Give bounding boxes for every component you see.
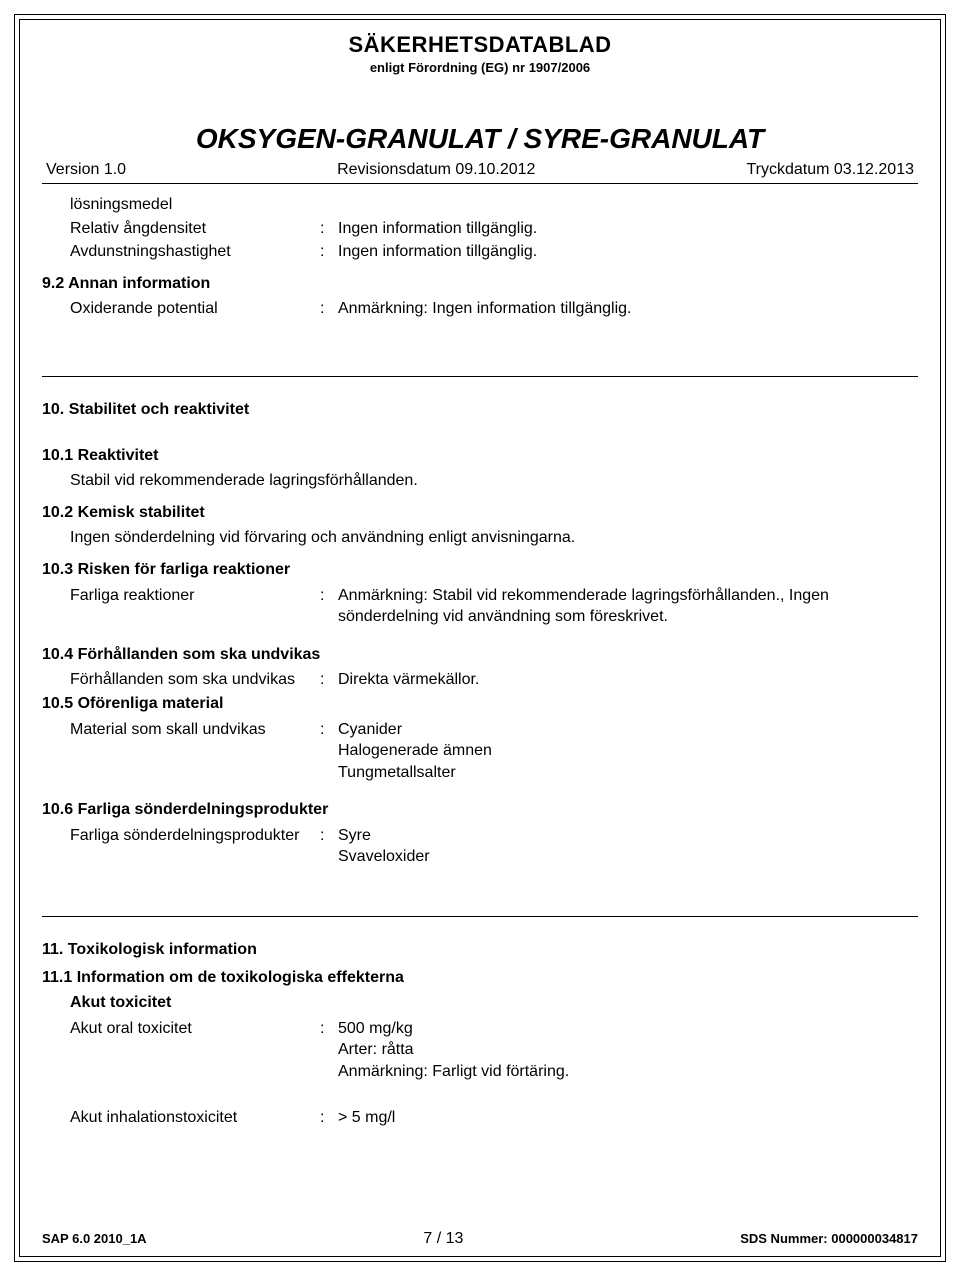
document-title: SÄKERHETSDATABLAD bbox=[42, 32, 918, 58]
version-text: Version 1.0 bbox=[46, 161, 126, 179]
section-10-1-heading: 10.1 Reaktivitet bbox=[42, 445, 918, 467]
section-10-top-rule bbox=[42, 376, 918, 377]
inhalation-toxicity-value: > 5 mg/l bbox=[338, 1107, 918, 1129]
section-10-3-heading: 10.3 Risken för farliga reaktioner bbox=[42, 559, 918, 581]
oral-toxicity-v3: Anmärkning: Farligt vid förtäring. bbox=[338, 1061, 918, 1083]
header-rule bbox=[42, 183, 918, 184]
section-9-2-body: Oxiderande potential : Anmärkning: Ingen… bbox=[42, 298, 918, 320]
materials-avoid-v3: Tungmetallsalter bbox=[338, 762, 918, 784]
oral-toxicity-v1: 500 mg/kg bbox=[338, 1018, 918, 1040]
solvent-label: lösningsmedel bbox=[70, 194, 918, 216]
colon: : bbox=[320, 218, 338, 240]
decomp-products-row: Farliga sönderdelningsprodukter : Syre S… bbox=[70, 825, 918, 868]
oral-toxicity-label: Akut oral toxicitet bbox=[70, 1018, 320, 1040]
rel-density-label: Relativ ångdensitet bbox=[70, 218, 320, 240]
conditions-avoid-row: Förhållanden som ska undvikas : Direkta … bbox=[70, 669, 918, 691]
section-10-4-heading: 10.4 Förhållanden som ska undvikas bbox=[42, 644, 918, 666]
section-9-continued: lösningsmedel Relativ ångdensitet : Inge… bbox=[42, 194, 918, 263]
oral-toxicity-values: 500 mg/kg Arter: råtta Anmärkning: Farli… bbox=[338, 1018, 918, 1083]
materials-avoid-v2: Halogenerade ämnen bbox=[338, 740, 918, 762]
section-10-5-heading: 10.5 Oförenliga material bbox=[42, 693, 918, 715]
oxid-potential-row: Oxiderande potential : Anmärkning: Ingen… bbox=[70, 298, 918, 320]
materials-avoid-row: Material som skall undvikas : Cyanider H… bbox=[70, 719, 918, 784]
section-10-heading: 10. Stabilitet och reaktivitet bbox=[42, 399, 918, 421]
decomp-products-v2: Svaveloxider bbox=[338, 846, 918, 868]
product-title: OKSYGEN-GRANULAT / SYRE-GRANULAT bbox=[42, 123, 918, 155]
colon: : bbox=[320, 241, 338, 263]
page-footer: SAP 6.0 2010_1A 7 / 13 SDS Nummer: 00000… bbox=[42, 1230, 918, 1248]
section-10-2-heading: 10.2 Kemisk stabilitet bbox=[42, 502, 918, 524]
section-10-2-body: Ingen sönderdelning vid förvaring och an… bbox=[42, 527, 918, 549]
dangerous-reactions-label: Farliga reaktioner bbox=[70, 585, 320, 607]
section-10-1-body: Stabil vid rekommenderade lagringsförhål… bbox=[42, 470, 918, 492]
colon: : bbox=[320, 585, 338, 607]
footer-right: SDS Nummer: 000000034817 bbox=[740, 1231, 918, 1246]
colon: : bbox=[320, 1107, 338, 1129]
materials-avoid-v1: Cyanider bbox=[338, 719, 918, 741]
document-header: SÄKERHETSDATABLAD enligt Förordning (EG)… bbox=[42, 32, 918, 155]
section-10-6-heading: 10.6 Farliga sönderdelningsprodukter bbox=[42, 799, 918, 821]
metadata-row: Version 1.0 Revisionsdatum 09.10.2012 Tr… bbox=[42, 161, 918, 179]
materials-avoid-values: Cyanider Halogenerade ämnen Tungmetallsa… bbox=[338, 719, 918, 784]
evap-rate-label: Avdunstningshastighet bbox=[70, 241, 320, 263]
footer-page-number: 7 / 13 bbox=[423, 1230, 463, 1248]
colon: : bbox=[320, 298, 338, 320]
rel-density-row: Relativ ångdensitet : Ingen information … bbox=[70, 218, 918, 240]
revision-date-text: Revisionsdatum 09.10.2012 bbox=[337, 161, 535, 179]
section-9-2-heading: 9.2 Annan information bbox=[42, 273, 918, 295]
colon: : bbox=[320, 825, 338, 847]
conditions-avoid-value: Direkta värmekällor. bbox=[338, 669, 918, 691]
colon: : bbox=[320, 1018, 338, 1040]
section-11-1-heading: 11.1 Information om de toxikologiska eff… bbox=[42, 967, 918, 989]
section-11-top-rule bbox=[42, 916, 918, 917]
footer-left: SAP 6.0 2010_1A bbox=[42, 1231, 147, 1246]
section-10-3-body: Farliga reaktioner : Anmärkning: Stabil … bbox=[42, 585, 918, 628]
inner-frame: SÄKERHETSDATABLAD enligt Förordning (EG)… bbox=[19, 19, 941, 1257]
decomp-products-label: Farliga sönderdelningsprodukter bbox=[70, 825, 320, 847]
decomp-products-v1: Syre bbox=[338, 825, 918, 847]
oxid-potential-label: Oxiderande potential bbox=[70, 298, 320, 320]
inhalation-toxicity-label: Akut inhalationstoxicitet bbox=[70, 1107, 320, 1129]
evap-rate-value: Ingen information tillgänglig. bbox=[338, 241, 918, 263]
rel-density-value: Ingen information tillgänglig. bbox=[338, 218, 918, 240]
acute-toxicity-block: Akut toxicitet Akut oral toxicitet : 500… bbox=[42, 992, 918, 1128]
print-date-text: Tryckdatum 03.12.2013 bbox=[746, 161, 914, 179]
dangerous-reactions-row: Farliga reaktioner : Anmärkning: Stabil … bbox=[70, 585, 918, 628]
section-10-4-body: Förhållanden som ska undvikas : Direkta … bbox=[42, 669, 918, 691]
oxid-potential-value: Anmärkning: Ingen information tillgängli… bbox=[338, 298, 918, 320]
colon: : bbox=[320, 719, 338, 741]
dangerous-reactions-value: Anmärkning: Stabil vid rekommenderade la… bbox=[338, 585, 918, 628]
outer-frame: SÄKERHETSDATABLAD enligt Förordning (EG)… bbox=[14, 14, 946, 1262]
conditions-avoid-label: Förhållanden som ska undvikas bbox=[70, 669, 320, 691]
content-body: lösningsmedel Relativ ångdensitet : Inge… bbox=[42, 194, 918, 1128]
colon: : bbox=[320, 669, 338, 691]
inhalation-toxicity-row: Akut inhalationstoxicitet : > 5 mg/l bbox=[70, 1107, 918, 1129]
acute-toxicity-heading: Akut toxicitet bbox=[70, 992, 918, 1014]
section-11-heading: 11. Toxikologisk information bbox=[42, 939, 918, 961]
oral-toxicity-v2: Arter: råtta bbox=[338, 1039, 918, 1061]
materials-avoid-label: Material som skall undvikas bbox=[70, 719, 320, 741]
section-10-6-body: Farliga sönderdelningsprodukter : Syre S… bbox=[42, 825, 918, 868]
oral-toxicity-row: Akut oral toxicitet : 500 mg/kg Arter: r… bbox=[70, 1018, 918, 1083]
document-subtitle: enligt Förordning (EG) nr 1907/2006 bbox=[42, 60, 918, 75]
section-10-5-body: Material som skall undvikas : Cyanider H… bbox=[42, 719, 918, 784]
decomp-products-values: Syre Svaveloxider bbox=[338, 825, 918, 868]
page: SÄKERHETSDATABLAD enligt Förordning (EG)… bbox=[0, 0, 960, 1276]
evap-rate-row: Avdunstningshastighet : Ingen informatio… bbox=[70, 241, 918, 263]
